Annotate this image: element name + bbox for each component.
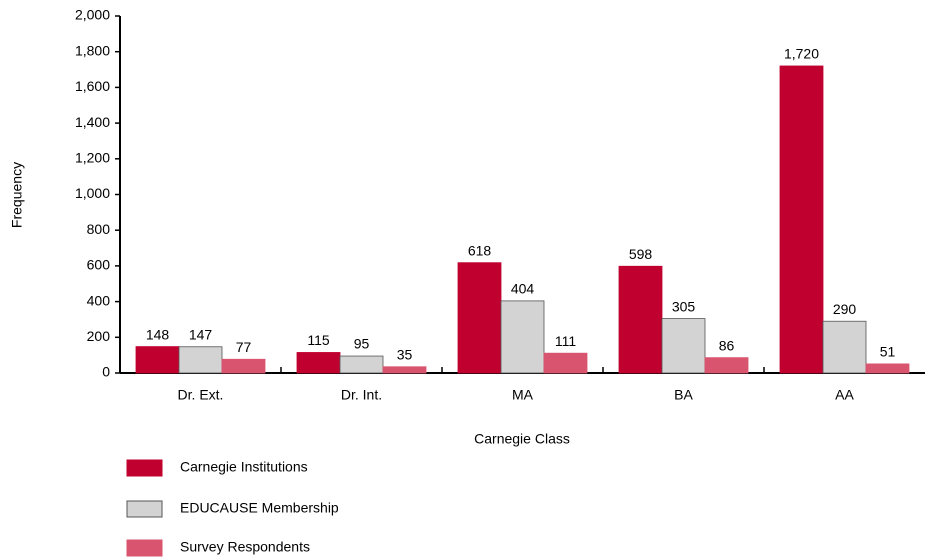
y-tick-label: 1,200 <box>75 150 110 166</box>
x-tick-label: Dr. Ext. <box>178 387 224 403</box>
bar <box>779 65 824 374</box>
legend-label: Carnegie Institutions <box>180 459 308 475</box>
data-label: 147 <box>189 326 213 342</box>
bar <box>339 355 384 374</box>
data-label: 404 <box>511 281 535 297</box>
bar <box>865 363 910 374</box>
y-tick-label: 2,000 <box>75 7 110 23</box>
legend-swatch <box>126 539 163 557</box>
bar <box>661 318 706 374</box>
y-tick-label: 1,800 <box>75 42 110 58</box>
y-axis-label: Frequency <box>9 162 25 228</box>
x-tick-label: BA <box>674 387 693 403</box>
legend-label: Survey Respondents <box>180 539 310 555</box>
y-tick-label: 800 <box>87 221 111 237</box>
bar <box>822 320 867 374</box>
legend-label: EDUCAUSE Membership <box>180 500 339 516</box>
bar <box>178 346 223 374</box>
data-label: 598 <box>629 246 653 262</box>
data-label: 1,720 <box>784 46 819 62</box>
bar <box>382 366 427 374</box>
x-tick-label: Dr. Int. <box>341 387 382 403</box>
x-tick-label: AA <box>835 387 854 403</box>
data-label: 86 <box>719 337 735 353</box>
x-tick-label: MA <box>512 387 534 403</box>
legend-swatch <box>126 459 163 477</box>
y-tick-label: 200 <box>87 328 111 344</box>
data-label: 618 <box>468 242 492 258</box>
data-label: 115 <box>307 332 330 348</box>
bar <box>500 300 545 374</box>
bar <box>221 358 266 374</box>
x-axis-label: Carnegie Class <box>474 431 570 447</box>
bar <box>543 352 588 374</box>
legend-swatch <box>126 500 163 518</box>
data-label: 111 <box>555 333 576 349</box>
y-tick-label: 1,000 <box>75 185 110 201</box>
y-tick-label: 1,600 <box>75 78 110 94</box>
bar <box>135 346 180 374</box>
y-tick-label: 1,400 <box>75 114 110 130</box>
bar <box>296 352 341 374</box>
bar <box>704 357 749 374</box>
data-label: 51 <box>880 344 896 360</box>
data-label: 305 <box>672 298 696 314</box>
data-label: 77 <box>236 339 252 355</box>
data-label: 290 <box>833 301 857 317</box>
bar <box>457 262 502 374</box>
y-tick-label: 400 <box>87 292 111 308</box>
y-tick-label: 0 <box>102 364 110 380</box>
y-tick-label: 600 <box>87 257 111 273</box>
bar <box>618 265 663 374</box>
data-label: 95 <box>354 336 370 352</box>
data-label: 35 <box>397 346 413 362</box>
data-label: 148 <box>146 326 170 342</box>
